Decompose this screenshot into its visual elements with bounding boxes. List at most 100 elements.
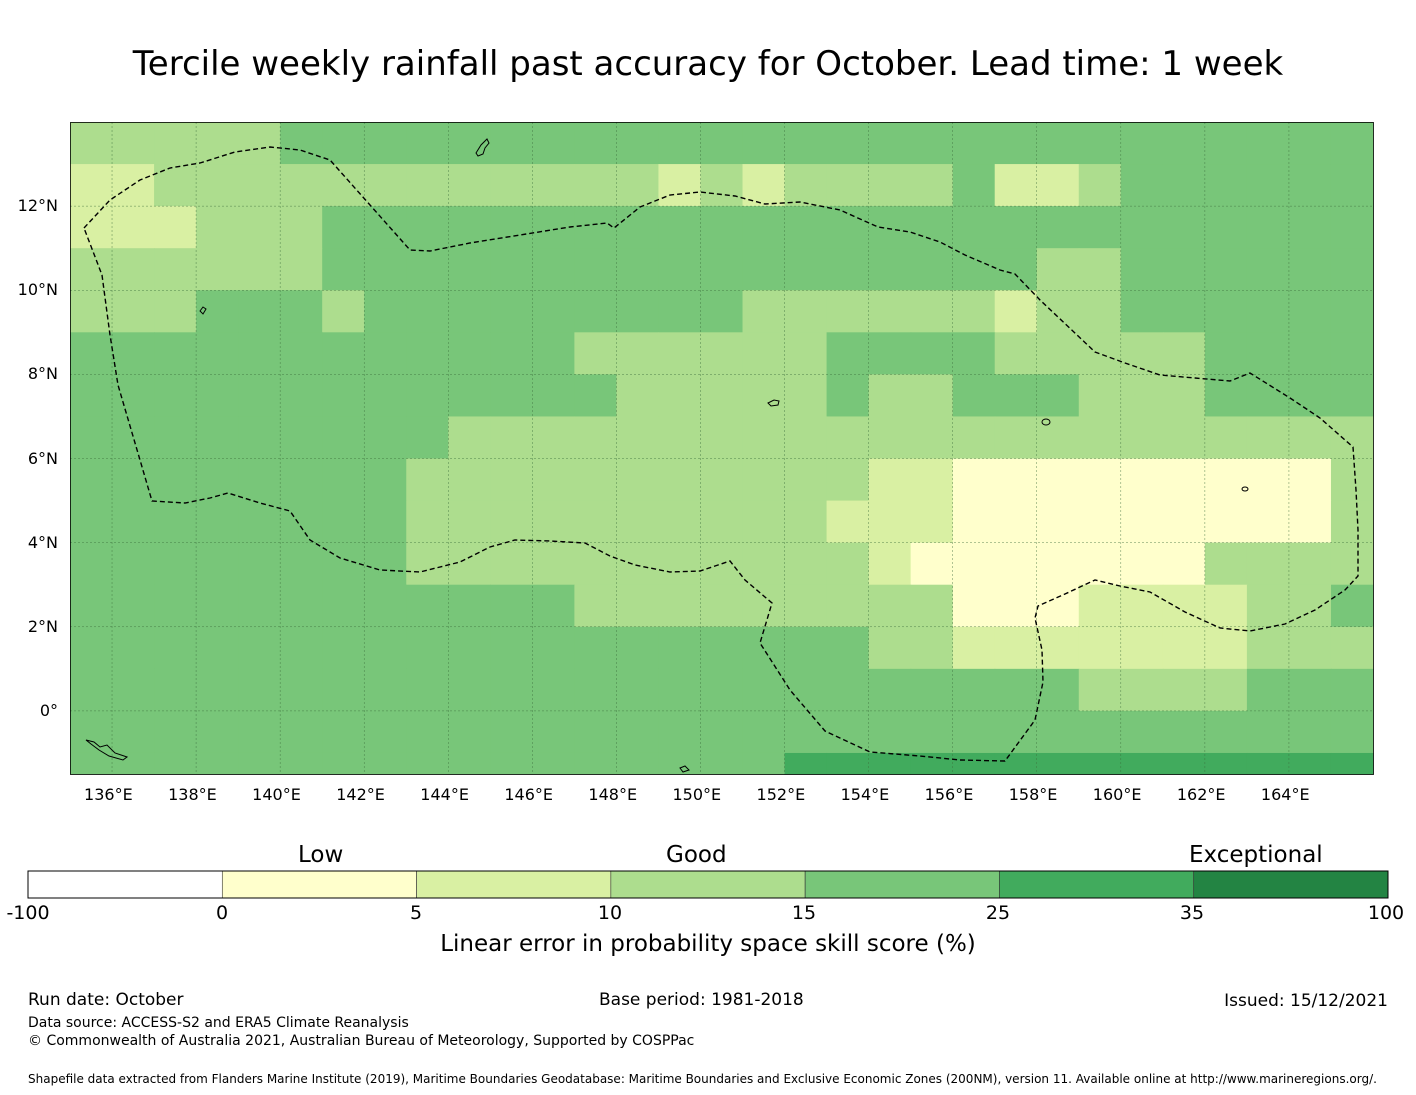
skill-cell	[574, 500, 618, 544]
skill-cell	[994, 290, 1038, 333]
tier-good: Good	[666, 842, 727, 868]
skill-cell	[154, 374, 197, 418]
colorbar-tick: 5	[409, 902, 423, 924]
issued-date: Issued: 15/12/2021	[1224, 991, 1388, 1011]
islands	[85, 138, 1249, 773]
skill-cell	[868, 584, 912, 628]
skill-cell	[238, 164, 281, 207]
skill-cell	[448, 122, 491, 165]
skill-cell	[70, 290, 113, 333]
skill-cell	[238, 710, 281, 754]
skill-cell	[1246, 416, 1290, 460]
skill-cell	[1078, 752, 1122, 775]
skill-cell	[70, 206, 113, 249]
skill-cell	[742, 416, 786, 460]
skill-cell	[532, 332, 575, 375]
skill-cell	[238, 122, 281, 165]
skill-cell	[1078, 542, 1122, 586]
skill-cell	[952, 458, 996, 502]
skill-cell	[700, 416, 744, 460]
skill-cell	[1246, 122, 1290, 165]
skill-cell	[490, 710, 533, 754]
skill-cell	[994, 710, 1038, 754]
skill-cell	[490, 458, 533, 502]
map-frame	[70, 122, 1374, 775]
skill-cell	[1036, 332, 1080, 375]
skill-cell	[1120, 458, 1164, 502]
lon-tick-label: 138°E	[168, 785, 217, 804]
skill-cell	[1078, 164, 1122, 207]
skill-cell	[868, 332, 912, 375]
skill-cell	[826, 542, 870, 586]
skill-cell	[364, 248, 407, 291]
skill-cell	[826, 458, 870, 502]
skill-cell	[1246, 332, 1290, 375]
lon-tick-label: 136°E	[84, 785, 133, 804]
skill-cell	[1288, 164, 1332, 207]
skill-cell	[112, 122, 155, 165]
skill-cell	[448, 752, 491, 775]
skill-cell	[952, 752, 996, 775]
skill-cell	[784, 206, 828, 249]
skill-cell	[154, 668, 197, 712]
skill-cell	[574, 290, 618, 333]
skill-cell	[574, 332, 618, 375]
skill-cell	[154, 584, 197, 628]
skill-cell	[322, 584, 365, 628]
skill-cell	[490, 374, 533, 418]
island-new-guinea-coast	[85, 739, 129, 761]
lon-tick-label: 164°E	[1260, 785, 1310, 804]
skill-cell	[1204, 290, 1248, 333]
skill-cell	[574, 542, 618, 586]
skill-cell	[910, 500, 954, 544]
skill-cell	[490, 122, 533, 165]
skill-cell	[532, 416, 575, 460]
skill-cell	[700, 122, 744, 165]
skill-cell	[658, 206, 702, 249]
skill-cell	[1036, 416, 1080, 460]
skill-cell	[280, 164, 323, 207]
skill-cell	[868, 626, 912, 670]
skill-cell	[70, 248, 113, 291]
skill-cell	[1288, 542, 1332, 586]
skill-cell	[406, 584, 449, 628]
lat-tick-label: 6°N	[27, 448, 58, 468]
skill-cell	[1246, 668, 1290, 712]
skill-cell	[616, 668, 660, 712]
skill-cell	[574, 416, 618, 460]
skill-cell	[742, 248, 786, 291]
skill-cell	[1330, 626, 1374, 670]
skill-cell	[406, 248, 449, 291]
lon-tick-label: 142°E	[336, 785, 385, 804]
skill-cell	[1036, 584, 1080, 628]
skill-cell	[910, 206, 954, 249]
skill-cell	[1120, 626, 1164, 670]
colorbar-bin	[27, 870, 223, 899]
skill-cell	[322, 332, 365, 375]
skill-cell	[280, 752, 323, 775]
skill-cell	[154, 458, 197, 502]
skill-cell	[406, 374, 449, 418]
skill-cell	[700, 290, 744, 333]
skill-cell	[154, 290, 197, 333]
skill-cell	[742, 752, 786, 775]
colorbar-frame	[27, 870, 1389, 899]
skill-cell	[1204, 668, 1248, 712]
skill-cell	[616, 584, 660, 628]
skill-cell	[532, 542, 575, 586]
skill-cell	[910, 332, 954, 375]
skill-cell	[196, 584, 239, 628]
skill-cell	[658, 626, 702, 670]
skill-cell	[280, 248, 323, 291]
skill-cell	[1078, 206, 1122, 249]
skill-cell	[1120, 248, 1164, 291]
skill-cell	[868, 164, 912, 207]
skill-cell	[574, 710, 618, 754]
skill-cell	[826, 416, 870, 460]
skill-cell	[952, 290, 996, 333]
skill-cell	[700, 584, 744, 628]
skill-cell	[448, 290, 491, 333]
skill-cell	[910, 626, 954, 670]
skill-cell	[112, 542, 155, 586]
skill-cell	[112, 710, 155, 754]
